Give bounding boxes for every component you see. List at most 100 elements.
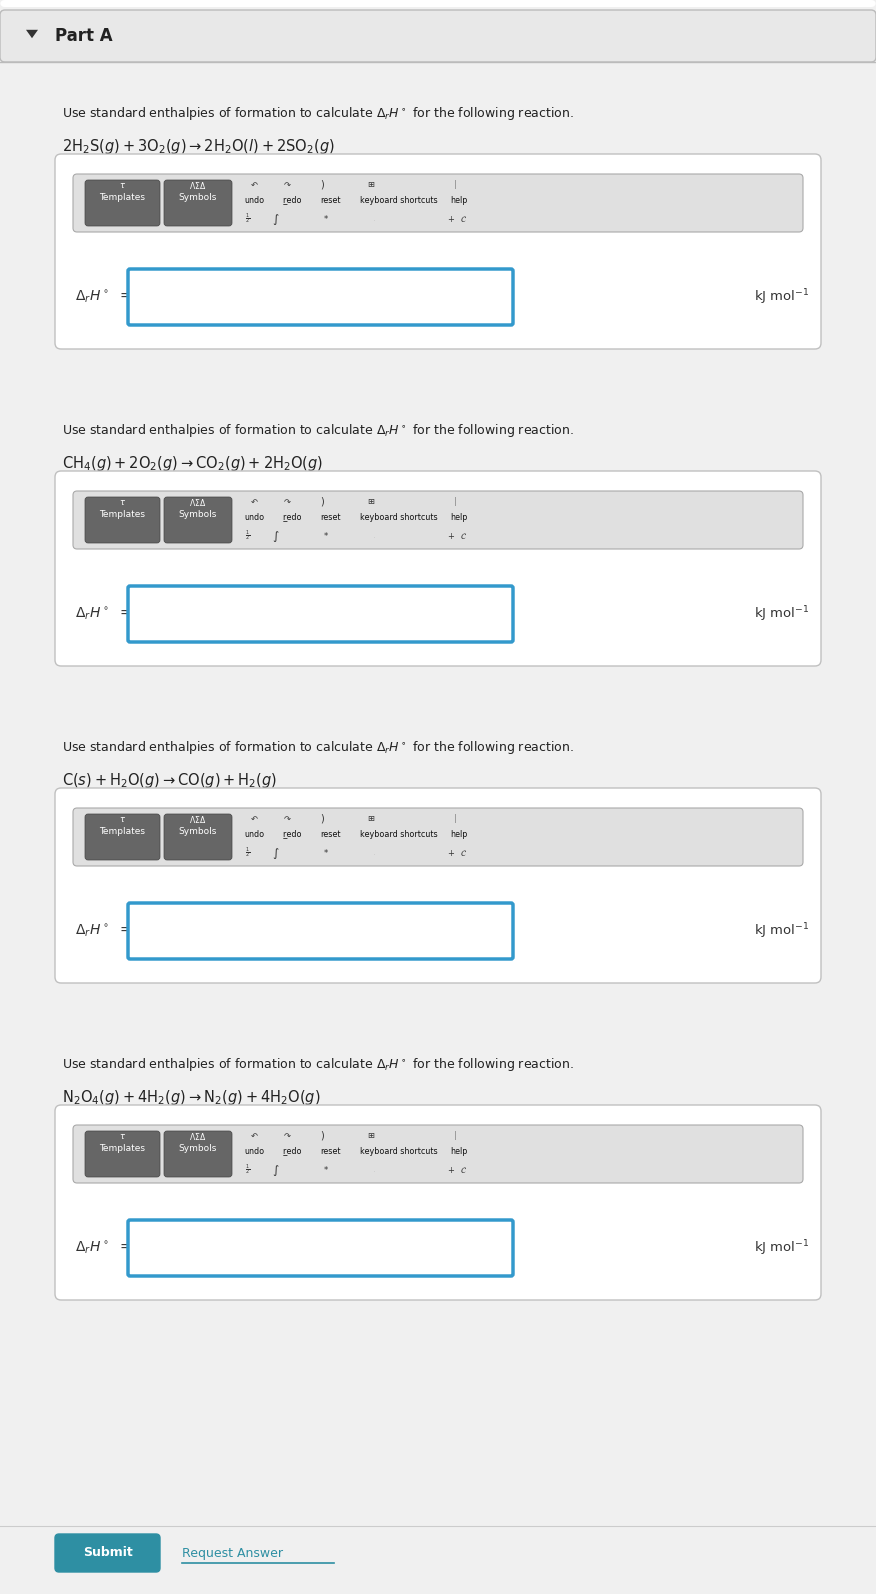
FancyBboxPatch shape [164,815,232,861]
Text: kJ mol$^{-1}$: kJ mol$^{-1}$ [753,921,809,940]
FancyBboxPatch shape [0,10,876,62]
Text: Templates: Templates [100,193,145,202]
Text: Symbols: Symbols [179,827,217,835]
Text: r̲edo: r̲edo [284,1146,302,1156]
Text: +: + [447,848,454,858]
Text: Use standard enthalpies of formation to calculate $\Delta_r H^\circ$ for the fol: Use standard enthalpies of formation to … [62,105,574,123]
Text: ): ) [320,180,324,190]
Text: +: + [447,532,454,540]
Text: |: | [454,497,457,505]
Text: $\int$: $\int$ [272,212,279,226]
Text: help: help [450,513,468,521]
Text: ): ) [320,496,324,507]
Text: r̲edo: r̲edo [284,513,302,521]
Text: $\tau$: $\tau$ [119,497,126,507]
FancyBboxPatch shape [85,815,160,861]
Text: $\Delta_r H^\circ$  =: $\Delta_r H^\circ$ = [75,923,131,939]
Text: r̲edo: r̲edo [284,196,302,204]
Text: $\boxplus$: $\boxplus$ [367,180,375,190]
FancyBboxPatch shape [73,1125,803,1183]
Text: *: * [324,532,328,540]
Text: help: help [450,1146,468,1156]
Text: $\frac{1}{2}$: $\frac{1}{2}$ [245,1164,251,1178]
Text: |: | [454,815,457,823]
Text: *: * [324,215,328,223]
Text: r̲edo: r̲edo [284,829,302,838]
Text: +: + [447,1165,454,1175]
Text: +: + [447,215,454,223]
Text: $\Lambda\Sigma\Delta$: $\Lambda\Sigma\Delta$ [189,497,207,508]
Text: $\Lambda\Sigma\Delta$: $\Lambda\Sigma\Delta$ [189,180,207,191]
Text: $\widehat{}$: $\widehat{}$ [374,214,377,225]
Text: Use standard enthalpies of formation to calculate $\Delta_r H^\circ$ for the fol: Use standard enthalpies of formation to … [62,740,574,756]
Text: $\tau$: $\tau$ [119,815,126,824]
Text: Request Answer: Request Answer [182,1546,283,1559]
Text: keyboard shortcuts: keyboard shortcuts [360,196,438,204]
Text: Part A: Part A [55,27,113,45]
Text: $\Delta_r H^\circ$  =: $\Delta_r H^\circ$ = [75,1240,131,1256]
Text: $\frac{1}{2}$: $\frac{1}{2}$ [245,212,251,226]
FancyBboxPatch shape [73,491,803,548]
Text: reset: reset [320,196,341,204]
Text: $\widehat{}$: $\widehat{}$ [374,1165,377,1175]
FancyBboxPatch shape [85,497,160,544]
FancyBboxPatch shape [55,787,821,983]
Text: keyboard shortcuts: keyboard shortcuts [360,829,438,838]
Text: $\Lambda\Sigma\Delta$: $\Lambda\Sigma\Delta$ [189,1132,207,1141]
Text: ): ) [320,1130,324,1140]
Text: $\mathcal{C}$: $\mathcal{C}$ [460,848,467,858]
Text: $\frac{1}{2}$: $\frac{1}{2}$ [245,529,251,544]
FancyBboxPatch shape [128,269,513,325]
FancyBboxPatch shape [164,497,232,544]
Text: Submit: Submit [82,1546,132,1559]
Text: undo: undo [244,196,265,204]
Text: keyboard shortcuts: keyboard shortcuts [360,513,438,521]
Text: $2\mathrm{H_2S}(g) + 3\mathrm{O_2}(g) \rightarrow 2\mathrm{H_2O}(l) + 2\mathrm{S: $2\mathrm{H_2S}(g) + 3\mathrm{O_2}(g) \r… [62,137,335,156]
Text: $\curvearrowleft$: $\curvearrowleft$ [249,815,259,823]
Text: reset: reset [320,513,341,521]
Text: $\curvearrowleft$: $\curvearrowleft$ [249,497,259,505]
Text: $\boxplus$: $\boxplus$ [367,1130,375,1140]
FancyBboxPatch shape [55,470,821,666]
Text: |: | [454,1130,457,1140]
Text: Express your answer using one decimal place.: Express your answer using one decimal pl… [62,489,386,504]
Text: kJ mol$^{-1}$: kJ mol$^{-1}$ [753,287,809,306]
Text: $\int$: $\int$ [272,529,279,544]
FancyBboxPatch shape [164,1132,232,1176]
FancyBboxPatch shape [73,174,803,233]
Text: Templates: Templates [100,827,145,835]
Text: $\boxplus$: $\boxplus$ [367,815,375,823]
Text: $\Delta_r H^\circ$  =: $\Delta_r H^\circ$ = [75,289,131,306]
Text: $\mathcal{C}$: $\mathcal{C}$ [460,214,467,225]
Text: $\int$: $\int$ [272,846,279,861]
Text: undo: undo [244,513,265,521]
Text: help: help [450,829,468,838]
Text: Express your answer using one decimal place.: Express your answer using one decimal pl… [62,807,386,819]
Text: $\curvearrowright$: $\curvearrowright$ [282,497,293,505]
Text: $\curvearrowleft$: $\curvearrowleft$ [249,1130,259,1140]
Text: Express your answer using one decimal place.: Express your answer using one decimal pl… [62,1124,386,1137]
Polygon shape [26,30,38,38]
Text: $\Lambda\Sigma\Delta$: $\Lambda\Sigma\Delta$ [189,815,207,826]
Text: $\curvearrowright$: $\curvearrowright$ [282,815,293,823]
Text: $\frac{1}{2}$: $\frac{1}{2}$ [245,846,251,861]
Text: $\curvearrowleft$: $\curvearrowleft$ [249,180,259,190]
Text: $\mathrm{C}(s) + \mathrm{H_2O}(g) \rightarrow \mathrm{CO}(g) + \mathrm{H_2}(g)$: $\mathrm{C}(s) + \mathrm{H_2O}(g) \right… [62,771,278,791]
Text: $\Delta_r H^\circ$  =: $\Delta_r H^\circ$ = [75,606,131,622]
FancyBboxPatch shape [55,1533,160,1572]
Text: kJ mol$^{-1}$: kJ mol$^{-1}$ [753,604,809,623]
Text: $\widehat{}$: $\widehat{}$ [374,531,377,542]
FancyBboxPatch shape [164,180,232,226]
Text: Templates: Templates [100,510,145,520]
FancyBboxPatch shape [128,587,513,642]
Text: Use standard enthalpies of formation to calculate $\Delta_r H^\circ$ for the fol: Use standard enthalpies of formation to … [62,422,574,438]
Text: Symbols: Symbols [179,510,217,520]
Text: $\widehat{}$: $\widehat{}$ [374,848,377,858]
Text: help: help [450,196,468,204]
Text: undo: undo [244,1146,265,1156]
Text: keyboard shortcuts: keyboard shortcuts [360,1146,438,1156]
FancyBboxPatch shape [55,1105,821,1301]
Text: reset: reset [320,1146,341,1156]
Text: $\tau$: $\tau$ [119,1132,126,1141]
Text: Symbols: Symbols [179,193,217,202]
